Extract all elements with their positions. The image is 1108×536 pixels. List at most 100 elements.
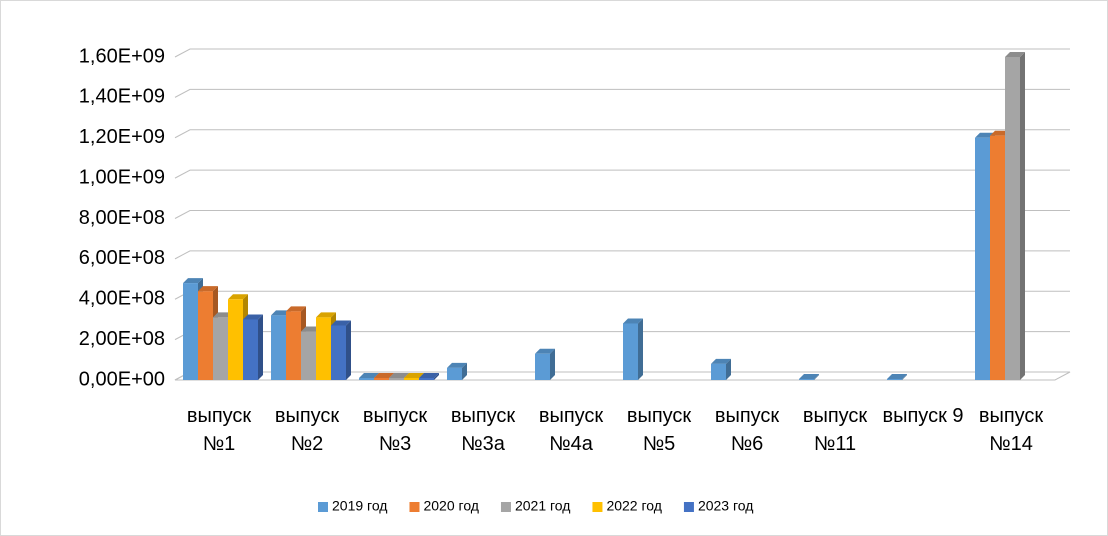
y-tick-label: 2,00E+08 — [79, 328, 165, 350]
y-tick-label: 8,00E+08 — [79, 207, 165, 229]
x-tick-label: выпуск №3 — [362, 405, 428, 455]
bar-face — [623, 323, 638, 380]
y-tick-label: 0,00E+00 — [79, 368, 165, 390]
x-tick-label: выпуск №4а — [538, 405, 604, 455]
x-tick-label: выпуск №2 — [274, 405, 340, 455]
bar-face — [359, 372, 379, 378]
bar-face — [990, 135, 1005, 380]
bar — [447, 362, 467, 380]
bar-face — [286, 306, 306, 312]
legend-swatch — [409, 502, 420, 512]
bar-face — [1005, 52, 1025, 57]
bar — [711, 358, 731, 380]
x-tick-label: выпуск №3а — [450, 405, 516, 455]
bar-face — [316, 312, 336, 318]
bar-face — [228, 299, 243, 380]
bar-face — [374, 377, 389, 380]
bar-face — [213, 317, 228, 380]
x-tick-label: выпуск №1 — [186, 405, 252, 455]
y-tick-label: 4,00E+08 — [79, 288, 165, 310]
x-tick-label: выпуск №14 — [978, 405, 1044, 455]
bar-face — [799, 373, 819, 379]
bar-face — [711, 358, 731, 364]
bar-face — [316, 317, 331, 380]
bar-face — [447, 362, 467, 368]
bar-face — [374, 372, 394, 378]
bar-face — [902, 373, 907, 380]
y-tick-label: 1,00E+09 — [79, 166, 165, 188]
bar-face — [814, 373, 819, 380]
bar-face — [550, 348, 555, 380]
bar-face — [331, 325, 346, 380]
bar-face — [389, 377, 404, 380]
legend-label: 2023 год — [698, 498, 753, 514]
bar-face — [258, 314, 263, 380]
bar-face — [638, 318, 643, 380]
bar — [1005, 52, 1025, 380]
bar-face — [799, 378, 814, 380]
bar-face — [1020, 52, 1025, 380]
bar-face — [301, 331, 316, 380]
legend-swatch — [500, 502, 511, 512]
bar-face — [389, 372, 409, 378]
legend-label: 2021 год — [515, 498, 570, 514]
grid-line — [174, 210, 1070, 219]
bar-face — [346, 320, 351, 380]
bar-face — [975, 137, 990, 380]
grid-line — [174, 129, 1070, 139]
bar — [419, 372, 439, 380]
grid-line — [174, 88, 1070, 98]
y-tick-label: 1,60E+09 — [79, 45, 165, 67]
bar — [535, 348, 555, 380]
grid-line — [174, 169, 1070, 179]
bar-face — [623, 318, 643, 324]
legend-label: 2019 год — [332, 498, 387, 514]
bar-face — [1005, 57, 1020, 380]
bar-face — [404, 372, 424, 378]
bar-face — [887, 378, 902, 380]
bar-face — [887, 373, 907, 379]
bar-face — [331, 320, 351, 326]
legend-swatch — [318, 502, 328, 512]
bar — [243, 314, 263, 380]
bar-face — [183, 278, 203, 284]
grid-line — [174, 48, 1070, 58]
x-tick-label: выпуск №5 — [626, 405, 692, 455]
grid-line — [174, 250, 1070, 260]
bar-face — [711, 363, 726, 380]
bar — [331, 320, 351, 380]
bar-face — [535, 353, 550, 380]
bar-face — [286, 311, 301, 380]
bar-face — [419, 377, 434, 380]
legend-label: 2020 год — [423, 498, 478, 514]
x-tick-label: выпуск 9 — [882, 405, 964, 427]
y-tick-label: 1,20E+09 — [79, 126, 165, 148]
y-tick-label: 1,40E+09 — [79, 86, 165, 108]
x-tick-label: выпуск №11 — [802, 405, 868, 455]
legend-swatch — [592, 502, 603, 512]
bar — [623, 318, 643, 380]
bar-face — [271, 315, 286, 380]
bar-face — [447, 367, 462, 380]
bar — [799, 373, 819, 380]
bar — [887, 373, 907, 380]
bar-face — [462, 362, 467, 380]
bar-face — [404, 377, 419, 380]
bar-face — [726, 358, 731, 380]
y-tick-label: 6,00E+08 — [79, 247, 165, 269]
bar-face — [183, 283, 198, 380]
bar-face — [419, 372, 439, 378]
bar-face — [228, 294, 248, 300]
bar-face — [535, 348, 555, 354]
bar-face — [243, 314, 263, 320]
bar-face — [198, 291, 213, 380]
bar-face — [434, 372, 439, 380]
bar-face — [198, 286, 218, 292]
bar-face — [243, 319, 258, 380]
legend-swatch — [683, 502, 694, 512]
x-tick-label: выпуск №6 — [714, 405, 780, 455]
bar-face — [359, 377, 374, 380]
legend-label: 2022 год — [606, 498, 661, 514]
